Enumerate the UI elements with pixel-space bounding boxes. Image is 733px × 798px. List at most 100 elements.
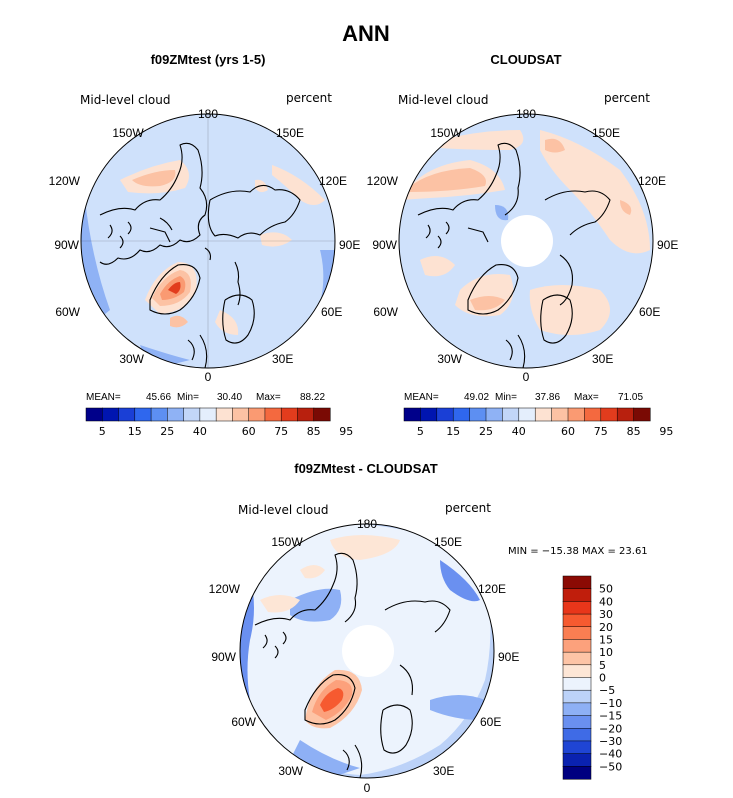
panel-observations-coastlines <box>417 142 611 368</box>
lon-label-90e: 90E <box>339 238 360 252</box>
panel-difference-coastlines <box>254 552 451 778</box>
lon-label-150w: 150W <box>112 126 144 140</box>
panel-model-lon-labels: 180 150W 150E 120W 120E 90W 90E 60W 60E … <box>49 107 361 384</box>
panel-model-map-border <box>80 113 336 369</box>
colorbar-tick-label: 20 <box>599 621 613 634</box>
colorbar-swatch <box>183 407 201 422</box>
colorbar-tick-label: 95 <box>659 425 673 438</box>
lon-label-90w: 90W <box>54 238 79 252</box>
colorbar-swatch <box>562 677 592 691</box>
panel-difference-map-border <box>239 523 495 779</box>
lon-label-60e: 60E <box>639 305 660 319</box>
panel-observations-orange-patch <box>545 138 565 153</box>
panel-observations-mean-label: MEAN= <box>404 392 439 403</box>
lon-label-90e: 90E <box>498 650 519 664</box>
panel-observations-mean-value: 49.02 <box>464 392 489 403</box>
colorbar-swatch <box>584 407 602 422</box>
lon-label-120w: 120W <box>209 582 241 596</box>
lon-label-120e: 120E <box>478 582 506 596</box>
colorbar-tick-label: 5 <box>599 659 606 672</box>
colorbar-swatch <box>562 639 592 653</box>
colorbar-tick-label: 60 <box>561 425 575 438</box>
colorbar-swatch <box>534 407 553 422</box>
panel-model-min-value: 30.40 <box>217 392 242 403</box>
panel-difference-map <box>240 524 494 778</box>
colorbar-swatch <box>600 407 618 422</box>
panel-model-units-label: percent <box>286 91 332 105</box>
colorbar-tick-label: 25 <box>479 425 493 438</box>
lon-label-150w: 150W <box>271 535 303 549</box>
colorbar-swatch <box>518 407 536 422</box>
panel-observations-orange-patch <box>420 256 455 277</box>
colorbar-swatch <box>562 702 592 717</box>
panel-difference-missing-data-hole <box>342 625 394 677</box>
panel-difference-subtitle: f09ZMtest - CLOUDSAT <box>294 461 438 476</box>
colorbar-swatch <box>85 407 103 422</box>
lon-label-60w: 60W <box>55 305 80 319</box>
colorbar-swatch <box>562 740 592 755</box>
colorbar-swatch <box>562 689 592 704</box>
panel-model-orange-patch <box>132 170 176 187</box>
colorbar-swatch <box>562 575 592 590</box>
panel-model: f09ZMtest (yrs 1-5) Mid-level cloud perc… <box>49 52 361 438</box>
lon-label-150e: 150E <box>592 126 620 140</box>
colorbar-tick-label: 15 <box>599 633 613 646</box>
colorbar-swatch <box>562 613 592 628</box>
lon-label-0: 0 <box>205 370 212 384</box>
colorbar-swatch <box>248 407 266 422</box>
colorbar-swatch <box>562 601 592 615</box>
lon-label-30e: 30E <box>433 764 454 778</box>
lon-label-180: 180 <box>516 107 536 121</box>
panel-difference-orange-patch <box>320 688 344 712</box>
colorbar-swatch <box>134 407 152 422</box>
lon-label-90w: 90W <box>211 650 236 664</box>
colorbar-tick-label: 75 <box>274 425 288 438</box>
panel-model-orange-patch <box>170 315 188 328</box>
lon-label-150w: 150W <box>430 126 462 140</box>
colorbar-tick-label: 60 <box>242 425 256 438</box>
colorbar-swatch <box>297 407 315 422</box>
lon-label-60w: 60W <box>373 305 398 319</box>
panel-model-max-label: Max= <box>256 392 281 403</box>
lon-label-90w: 90W <box>372 238 397 252</box>
panel-difference-blue-patch <box>430 695 485 720</box>
lon-label-30w: 30W <box>437 352 462 366</box>
colorbar-tick-label: 5 <box>417 425 424 438</box>
panel-observations-lon-labels: 180 150W 150E 120W 120E 90W 90E 60W 60E … <box>367 107 679 384</box>
panel-observations-orange-patch <box>470 296 505 311</box>
lon-label-150e: 150E <box>434 535 462 549</box>
panel-observations-min-value: 37.86 <box>535 392 560 403</box>
colorbar-swatch <box>562 664 592 679</box>
colorbar-swatch <box>167 407 185 422</box>
colorbar-tick-label: 15 <box>446 425 460 438</box>
panel-difference-orange-patch <box>260 595 300 613</box>
colorbar-tick-label: 95 <box>339 425 353 438</box>
panel-model-subtitle: f09ZMtest (yrs 1-5) <box>151 52 266 67</box>
colorbar-swatch <box>562 715 592 729</box>
panel-observations: CLOUDSAT Mid-level cloud percent <box>367 52 679 438</box>
panel-observations-orange-patch <box>529 285 610 335</box>
colorbar-tick-label: 75 <box>594 425 608 438</box>
colorbar-tick-label: 40 <box>599 595 613 608</box>
panel-observations-stats: MEAN= 49.02 Min= 37.86 Max= 71.05 <box>404 392 643 403</box>
panel-model-stats: MEAN= 45.66 Min= 30.40 Max= 88.22 <box>86 392 325 403</box>
colorbar-tick-label: 15 <box>128 425 142 438</box>
colorbar-swatch <box>485 407 503 422</box>
colorbar-swatch <box>616 407 635 422</box>
panel-observations-missing-data-hole <box>501 215 553 267</box>
panel-model-field-label: Mid-level cloud <box>80 93 170 107</box>
colorbar-swatch <box>567 407 585 422</box>
panel-observations-colorbar: 5 15 25 40 60 75 85 95 <box>403 407 673 438</box>
panel-observations-min-label: Min= <box>495 392 517 403</box>
colorbar-tick-label: −20 <box>599 722 622 735</box>
colorbar-tick-label: 85 <box>627 425 641 438</box>
colorbar-tick-label: −30 <box>599 735 622 748</box>
panel-observations-max-value: 71.05 <box>618 392 643 403</box>
colorbar-tick-label: −5 <box>599 684 615 697</box>
colorbar-tick-label: 5 <box>99 425 106 438</box>
colorbar-swatch <box>403 407 421 422</box>
colorbar-tick-label: 85 <box>307 425 321 438</box>
panel-model-max-value: 88.22 <box>300 392 325 403</box>
